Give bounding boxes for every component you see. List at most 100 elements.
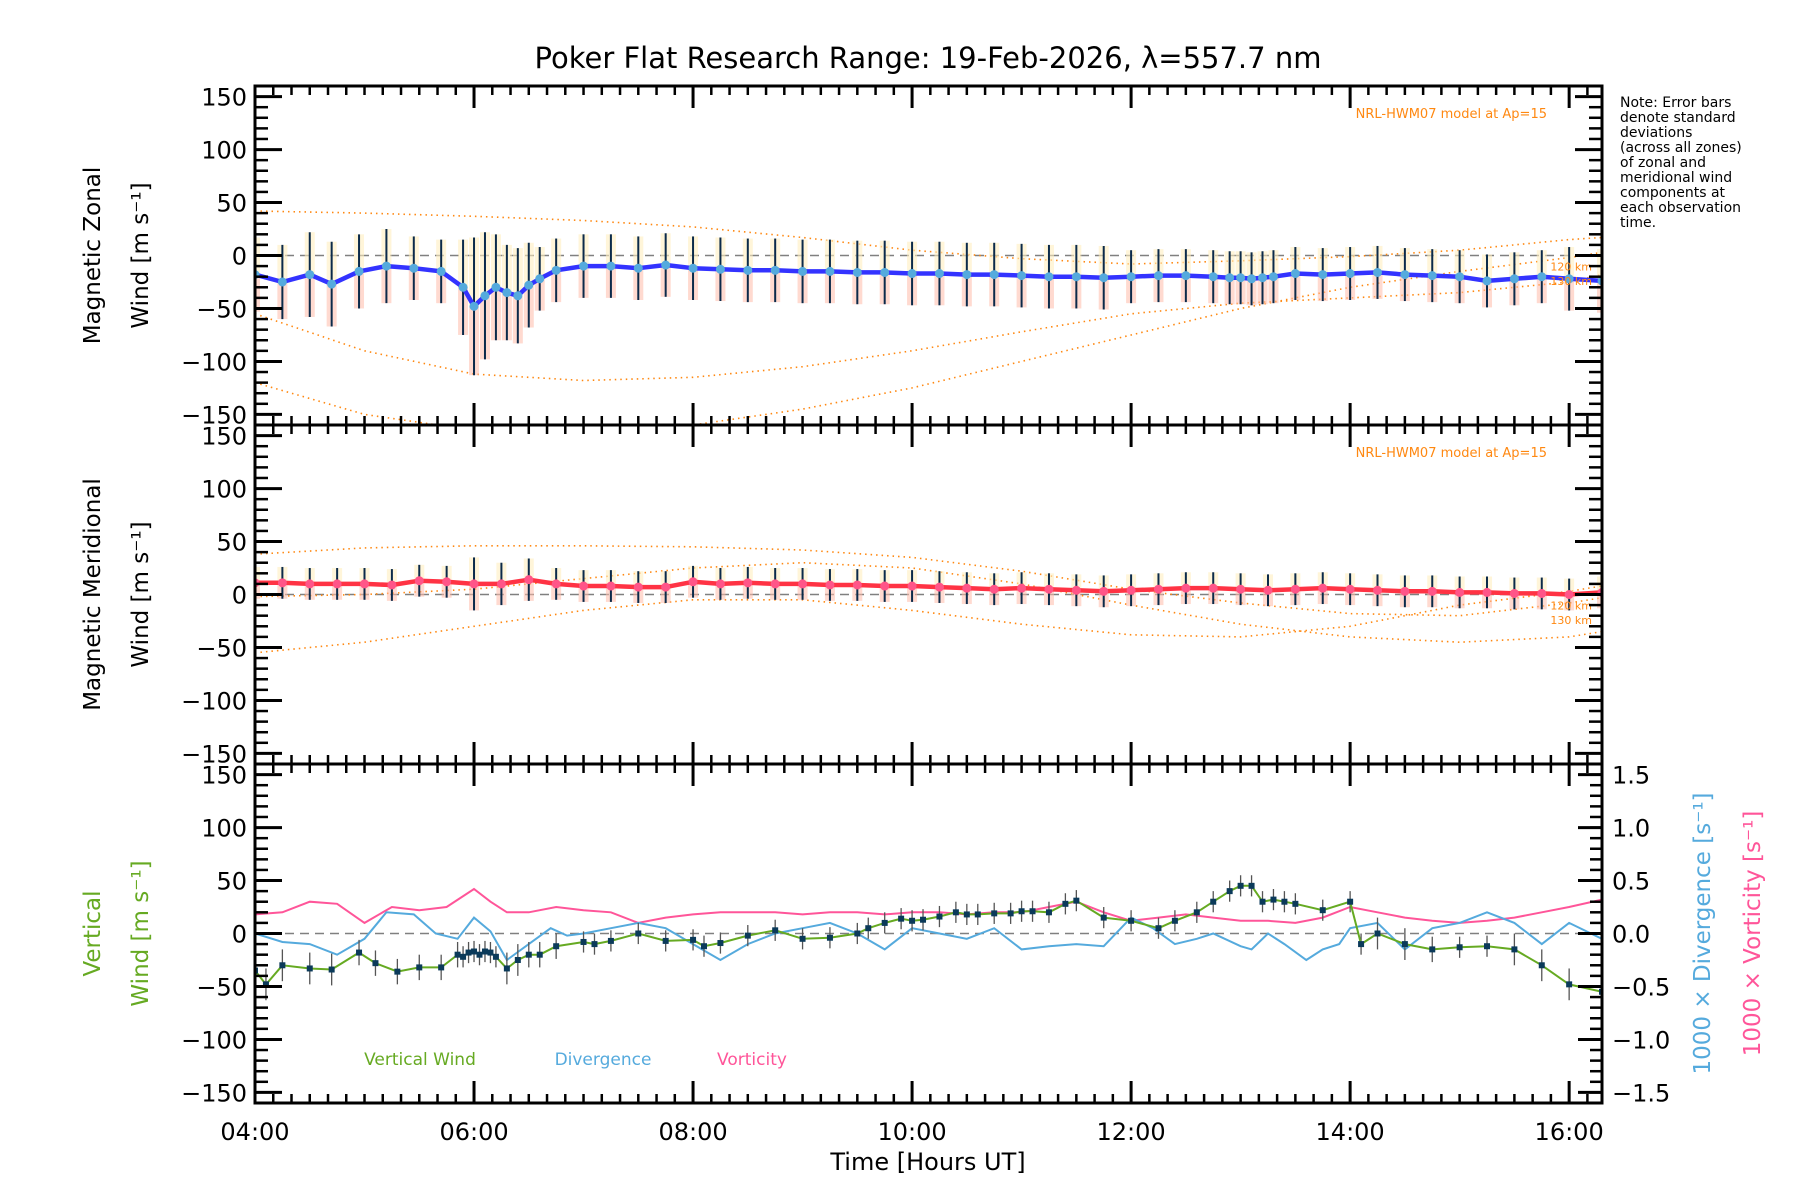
zonal-wind-point <box>524 280 534 290</box>
model-curve-model_120km <box>255 545 1602 617</box>
zonal-wind-point <box>825 266 835 276</box>
meridional-wind-point <box>1318 583 1328 593</box>
zonal-wind-point <box>1247 274 1257 284</box>
meridional-wind-point <box>1427 586 1437 596</box>
y-tick-label: −50 <box>196 634 247 662</box>
zonal-wind-point <box>354 266 364 276</box>
vertical-wind-point <box>898 915 905 922</box>
meridional-wind-point <box>633 582 643 592</box>
vertical-wind-point <box>262 981 269 988</box>
vertical-wind-point <box>454 951 461 958</box>
meridional-wind-point <box>989 584 999 594</box>
zonal-wind-point <box>277 277 287 287</box>
meridional-wind-point <box>277 578 287 588</box>
zonal-wind-point <box>852 267 862 277</box>
y-axis-label-line1: Magnetic Meridional <box>80 478 106 711</box>
meridional-wind-point <box>1400 586 1410 596</box>
meridional-wind-point <box>880 581 890 591</box>
vertical-wind-point <box>591 941 598 948</box>
vertical-wind-point <box>372 960 379 967</box>
y-tick-label: 50 <box>216 529 247 557</box>
note-line: each observation <box>1620 200 1742 216</box>
vertical-wind-point <box>1292 900 1299 907</box>
zonal-wind-point <box>502 288 512 298</box>
note-line: denote standard <box>1620 110 1736 126</box>
meridional-wind-point <box>1017 583 1027 593</box>
vertical-wind-point <box>690 936 697 943</box>
vertical-wind-point <box>1401 941 1408 948</box>
vertical-wind-point <box>1270 896 1277 903</box>
vertical-wind-point <box>1062 900 1069 907</box>
panel-vertical: Vertical Wind Divergence Vorticity −1.5 −1.0… <box>80 762 1766 1108</box>
vertical-wind-point <box>607 937 614 944</box>
vertical-wind-point <box>974 911 981 918</box>
zonal-wind-point <box>1044 272 1054 282</box>
error-bar-note: Note: Error bars denote standard deviation… <box>1620 96 1795 231</box>
vertical-wind-point <box>1018 908 1025 915</box>
zonal-wind-point <box>1236 273 1246 283</box>
x-tick-label: 08:00 <box>658 1118 727 1146</box>
y-tick-label: 0 <box>232 921 247 949</box>
y2-tick-label: 0.0 <box>1612 921 1650 949</box>
y-tick-label: 0 <box>232 582 247 610</box>
zonal-wind-point <box>535 274 545 284</box>
zonal-wind-point <box>934 269 944 279</box>
vertical-wind-point <box>1347 898 1354 905</box>
zonal-wind-point <box>409 263 419 273</box>
meridional-wind-point <box>852 580 862 590</box>
meridional-wind-point <box>442 577 452 587</box>
meridional-wind-point <box>1290 584 1300 594</box>
meridional-wind-point <box>743 578 753 588</box>
vertical-wind-point <box>1538 962 1545 969</box>
zonal-wind-point <box>1126 272 1136 282</box>
vertical-wind-point <box>492 953 499 960</box>
zonal-wind-line <box>255 262 1602 309</box>
meridional-wind-point <box>524 575 534 585</box>
zone-spread-lower <box>1597 592 1602 609</box>
meridional-wind-point <box>907 581 917 591</box>
y-tick-label: 150 <box>201 84 247 112</box>
vertical-wind-point <box>799 935 806 942</box>
vertical-wind-point <box>865 925 872 932</box>
panel-zonal: NRL-HWM07 model at Ap=15 120 km 130 km −150… <box>80 84 1604 429</box>
y-axis-label-line2: Wind [m s⁻¹] <box>128 860 154 1006</box>
vertical-wind-point <box>580 938 587 945</box>
vertical-wind-point <box>635 930 642 937</box>
meridional-wind-point <box>1373 585 1382 595</box>
y-tick-label: −50 <box>196 973 247 1001</box>
zone-spread-lower <box>255 582 260 599</box>
meridional-wind-point <box>1099 586 1109 596</box>
meridional-wind-point <box>332 579 342 589</box>
meridional-wind-line <box>255 577 1602 597</box>
y-tick-label: −150 <box>181 740 247 768</box>
note-line: meridional wind <box>1620 170 1733 186</box>
meridional-wind-point <box>496 579 506 589</box>
meridional-wind-point <box>1153 584 1163 594</box>
vertical-wind-point <box>1259 898 1266 905</box>
zonal-wind-point <box>1181 271 1191 281</box>
y-tick-label: 0 <box>232 243 247 271</box>
meridional-wind-point <box>360 579 370 589</box>
model-curve-model_130km <box>255 585 1602 654</box>
vertical-wind-point <box>963 911 970 918</box>
x-tick-label: 12:00 <box>1097 1118 1166 1146</box>
zonal-wind-point <box>1071 272 1081 282</box>
zonal-wind-point <box>688 263 698 273</box>
zonal-wind-point <box>661 260 671 270</box>
y-tick-label: −150 <box>181 401 247 429</box>
y-tick-label: −100 <box>181 348 247 376</box>
vertical-wind-point <box>662 937 669 944</box>
zonal-wind-point <box>880 267 890 277</box>
meridional-wind-point <box>1509 588 1519 598</box>
vertical-wind-point <box>460 953 467 960</box>
vorticity-axis-label: 1000 × Vorticity [s⁻¹] <box>1740 811 1766 1057</box>
meridional-wind-point <box>551 579 561 589</box>
divergence-line <box>255 911 1602 962</box>
y2-tick-label: −0.5 <box>1612 973 1670 1001</box>
vertical-wind-point <box>1029 908 1036 915</box>
vertical-wind-point <box>1566 981 1573 988</box>
vertical-wind-point <box>328 966 335 973</box>
vertical-wind-point <box>1045 909 1052 916</box>
zonal-wind-point <box>1208 272 1218 282</box>
